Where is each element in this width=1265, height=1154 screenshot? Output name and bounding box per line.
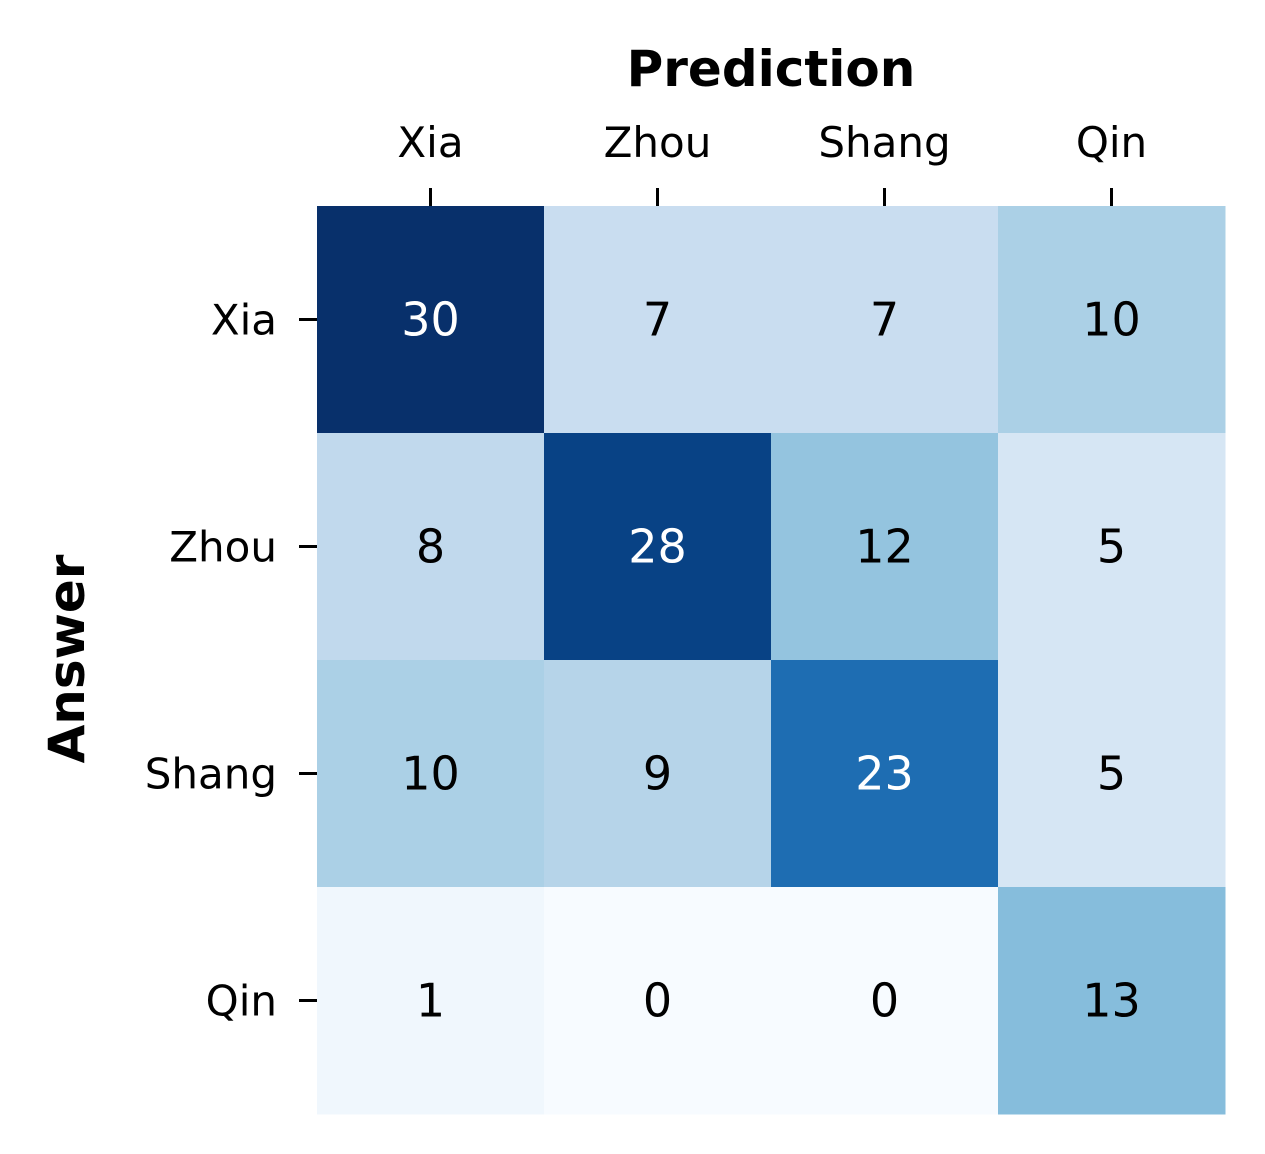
x-axis-ticks: Xia Zhou Shang Qin xyxy=(397,118,1147,206)
cell-value-label: 5 xyxy=(1097,520,1126,574)
heatmap-cells xyxy=(317,206,1226,1115)
x-tick-label: Zhou xyxy=(604,118,712,167)
cell-value-label: 23 xyxy=(855,747,914,801)
cell-value-label: 30 xyxy=(401,293,460,347)
cell-value-label: 7 xyxy=(870,293,899,347)
heatmap-cell xyxy=(317,206,545,434)
heatmap-cell xyxy=(317,433,545,661)
cell-value-label: 12 xyxy=(855,520,914,574)
cell-value-label: 7 xyxy=(643,293,672,347)
cell-value-labels: 30 7 7 108 28 12 510 9 23 51 0 0 13 xyxy=(401,293,1141,1028)
cell-value-label: 28 xyxy=(628,520,687,574)
cell-value-label: 10 xyxy=(1082,293,1141,347)
heatmap-cell xyxy=(998,433,1226,661)
x-tick-label: Shang xyxy=(818,118,950,167)
heatmap-cell xyxy=(544,887,772,1115)
cell-value-label: 8 xyxy=(416,520,445,574)
heatmap-cell xyxy=(544,433,772,661)
y-tick-label: Xia xyxy=(211,296,277,345)
cell-value-label: 0 xyxy=(643,974,672,1028)
heatmap-cell xyxy=(998,887,1226,1115)
y-tick-label: Zhou xyxy=(169,523,277,572)
x-tick-label: Qin xyxy=(1076,118,1147,167)
heatmap-cell xyxy=(544,660,772,888)
cell-value-label: 9 xyxy=(643,747,672,801)
heatmap-cell xyxy=(317,660,545,888)
y-tick-label: Qin xyxy=(206,977,277,1026)
y-tick-label: Shang xyxy=(145,750,277,799)
heatmap-cell xyxy=(998,660,1226,888)
heatmap-cell xyxy=(998,206,1226,434)
heatmap-cell xyxy=(771,887,999,1115)
y-axis-title: Answer xyxy=(38,554,96,763)
y-axis-ticks: Xia Zhou Shang Qin xyxy=(145,296,317,1026)
x-tick-label: Xia xyxy=(397,118,463,167)
heatmap-cell xyxy=(771,433,999,661)
heatmap-cell xyxy=(317,887,545,1115)
heatmap-cell xyxy=(544,206,772,434)
cell-value-label: 0 xyxy=(870,974,899,1028)
heatmap-cell xyxy=(771,660,999,888)
cell-value-label: 10 xyxy=(401,747,460,801)
x-axis-title: Prediction xyxy=(627,40,916,98)
cell-value-label: 1 xyxy=(416,974,445,1028)
cell-value-label: 13 xyxy=(1082,974,1141,1028)
heatmap-cell xyxy=(771,206,999,434)
cell-value-label: 5 xyxy=(1097,747,1126,801)
